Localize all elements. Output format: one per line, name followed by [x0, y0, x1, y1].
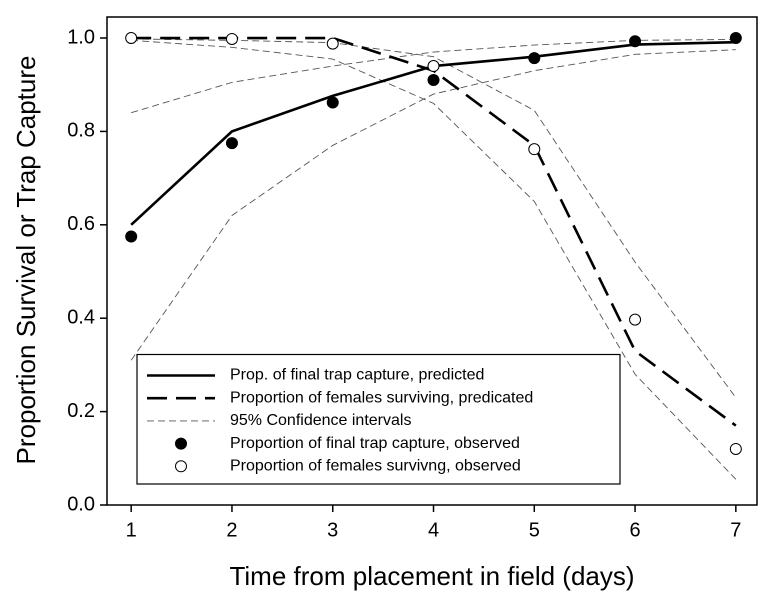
plot-frame — [106, 16, 758, 506]
point — [729, 442, 742, 455]
point — [225, 137, 238, 150]
y-tick-label: 0.2 — [67, 400, 95, 422]
point — [528, 143, 541, 156]
y-tick-label: 0.4 — [67, 306, 95, 328]
point — [326, 37, 339, 50]
x-tick-label: 5 — [529, 519, 540, 541]
y-tick-label: 0.6 — [67, 213, 95, 235]
point — [125, 32, 138, 45]
legend-swatch — [175, 460, 187, 473]
legend-label: Proportion of females surviving, predica… — [230, 389, 533, 406]
point — [427, 74, 440, 87]
ci-line — [130, 49, 736, 361]
x-tick-label: 1 — [126, 519, 137, 541]
point — [125, 230, 138, 243]
point — [629, 35, 642, 48]
y-tick-label: 1.0 — [67, 26, 95, 48]
x-tick-label: 4 — [428, 519, 439, 541]
legend-box — [136, 353, 621, 485]
legend-swatch — [175, 437, 187, 450]
legend: Prop. of final trap capture, predicted Pr… — [136, 353, 621, 485]
y-axis-title: Proportion Survival or Trap Capture — [11, 56, 41, 465]
x-tick-label: 6 — [629, 519, 640, 541]
x-tick-label: 7 — [730, 519, 741, 541]
x-tick-label: 2 — [226, 519, 237, 541]
y-tick-label: 0.0 — [67, 493, 95, 515]
point — [427, 60, 440, 73]
legend-label: Proportion of females survivng, observed — [230, 458, 521, 475]
legend-label: Prop. of final trap capture, predicted — [230, 367, 484, 384]
point — [629, 313, 642, 326]
ci-line — [131, 39, 737, 480]
point — [729, 32, 742, 45]
x-axis-title: Time from placement in field (days) — [229, 561, 634, 591]
y-tick-label: 0.8 — [67, 120, 95, 142]
legend-label: Proportion of final trap capture, observ… — [230, 435, 520, 452]
legend-label: 95% Confidence intervals — [230, 412, 411, 429]
point — [225, 32, 238, 45]
x-tick-label: 3 — [327, 519, 338, 541]
point — [528, 52, 541, 65]
ci-line — [131, 38, 737, 398]
point — [326, 96, 339, 109]
